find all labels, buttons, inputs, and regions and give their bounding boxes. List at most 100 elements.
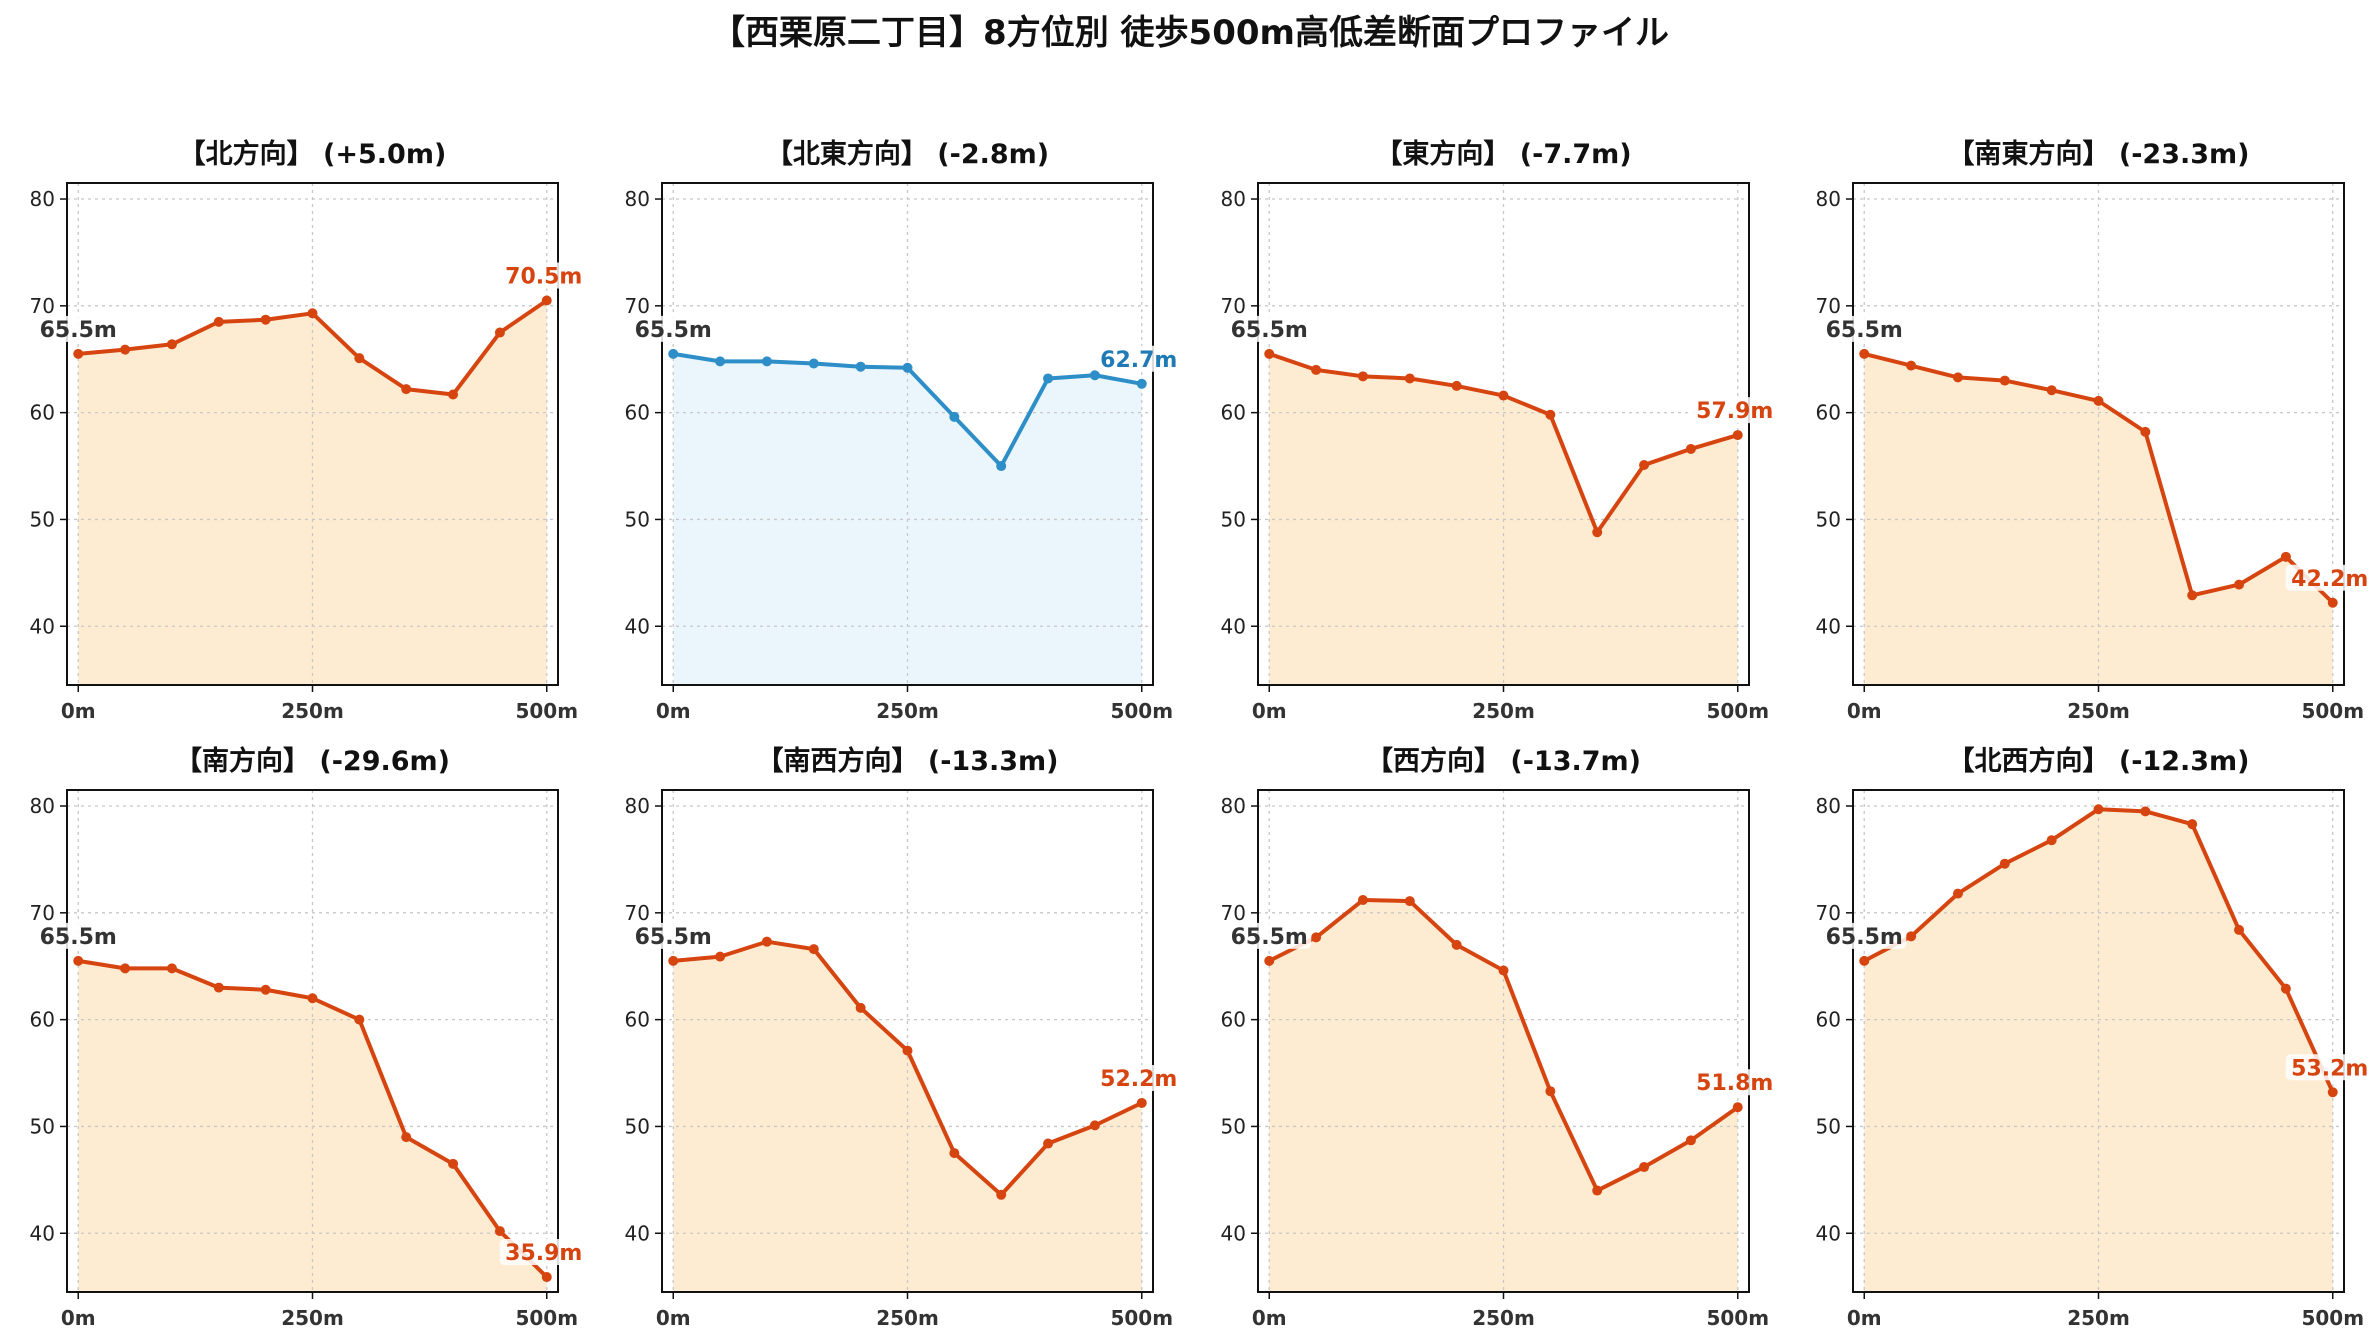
data-point [855, 1002, 866, 1013]
start-label-bg [1822, 922, 1907, 949]
start-label-bg [631, 922, 716, 949]
start-elevation-label: 65.5m [40, 318, 117, 343]
data-point [1404, 896, 1415, 907]
data-point [307, 993, 318, 1004]
data-point [1311, 364, 1322, 375]
ytick-label: 70 [30, 294, 55, 318]
panel-7: 【北西方向】 (-12.3m) 40 50 60 70 80 0m 250m 500m 65.5m… [1816, 745, 2374, 1330]
xtick-label: 500m [515, 1306, 578, 1330]
xtick-label: 500m [1110, 1306, 1173, 1330]
ytick-label: 40 [625, 614, 650, 638]
data-point [1906, 931, 1917, 942]
data-point [949, 1148, 960, 1159]
end-elevation-label: 51.8m [1696, 1071, 1773, 1096]
data-point [354, 1014, 365, 1025]
ytick-label: 60 [1221, 1008, 1246, 1032]
data-point [1264, 955, 1275, 966]
data-point [1089, 370, 1100, 381]
xtick-label: 0m [1252, 1306, 1287, 1330]
end-label-bg [1094, 1064, 1183, 1091]
data-point [2187, 590, 2198, 601]
xtick-label: 250m [281, 1306, 344, 1330]
start-label-bg [631, 315, 716, 342]
xtick-label: 0m [656, 699, 691, 723]
data-point [715, 356, 726, 367]
ytick-label: 70 [625, 901, 650, 925]
ytick-label: 70 [1816, 901, 1841, 925]
ytick-label: 40 [1816, 1221, 1841, 1245]
data-point [902, 362, 913, 373]
ytick-label: 60 [1816, 1008, 1841, 1032]
end-label-bg [1094, 345, 1183, 372]
xtick-label: 0m [1847, 1306, 1882, 1330]
data-point [1089, 1120, 1100, 1131]
data-point [1685, 443, 1696, 454]
end-elevation-label: 53.2m [2291, 1056, 2368, 1081]
start-label-bg [1227, 315, 1312, 342]
data-point [1906, 360, 1917, 371]
xtick-label: 0m [656, 1306, 691, 1330]
data-point [260, 984, 271, 995]
ytick-label: 50 [30, 1114, 55, 1138]
ytick-label: 60 [625, 1008, 650, 1032]
data-point [2187, 819, 2198, 830]
data-point [2046, 385, 2057, 396]
ytick-label: 50 [1816, 1114, 1841, 1138]
data-point [1545, 409, 1556, 420]
start-elevation-label: 65.5m [635, 925, 712, 950]
start-elevation-label: 65.5m [1826, 925, 1903, 950]
ytick-label: 50 [1221, 507, 1246, 531]
ytick-label: 50 [1816, 507, 1841, 531]
ytick-label: 40 [625, 1221, 650, 1245]
panel-4: 【南方向】 (-29.6m) 40 50 60 70 80 0m 250m 500m 65.5m 3… [30, 745, 588, 1330]
ytick-label: 80 [1221, 794, 1246, 818]
ytick-label: 70 [1221, 901, 1246, 925]
end-elevation-label: 57.9m [1696, 399, 1773, 424]
data-point [213, 316, 224, 327]
end-label-bg [2285, 564, 2374, 591]
data-point [448, 389, 459, 400]
ytick-label: 50 [1221, 1114, 1246, 1138]
data-point [1043, 1138, 1054, 1149]
data-point [855, 361, 866, 372]
ytick-label: 70 [1221, 294, 1246, 318]
start-label-bg [1227, 922, 1312, 949]
xtick-label: 250m [1472, 1306, 1535, 1330]
end-label-bg [499, 262, 588, 289]
data-point [1952, 372, 1963, 383]
data-point [541, 295, 552, 306]
panel-title: 【南西方向】 (-13.3m) [756, 745, 1058, 777]
data-point [668, 955, 679, 966]
ytick-label: 80 [30, 187, 55, 211]
ytick-label: 50 [625, 1114, 650, 1138]
data-point [401, 384, 412, 395]
data-point [1404, 373, 1415, 384]
end-label-bg [2285, 1054, 2374, 1081]
xtick-label: 0m [61, 1306, 96, 1330]
data-point [1136, 378, 1147, 389]
data-point [1545, 1086, 1556, 1097]
panel-3: 【南東方向】 (-23.3m) 40 50 60 70 80 0m 250m 500m 65.5m… [1816, 138, 2374, 723]
start-elevation-label: 65.5m [40, 925, 117, 950]
data-point [401, 1132, 412, 1143]
data-point [166, 339, 177, 350]
panel-5: 【南西方向】 (-13.3m) 40 50 60 70 80 0m 250m 500m 65.5m… [625, 745, 1183, 1330]
xtick-label: 500m [1706, 699, 1769, 723]
data-point [2140, 806, 2151, 817]
data-point [494, 1226, 505, 1237]
xtick-label: 250m [876, 699, 939, 723]
data-point [761, 356, 772, 367]
data-point [996, 1189, 1007, 1200]
start-label-bg [36, 922, 121, 949]
panel-title: 【東方向】 (-7.7m) [1375, 138, 1631, 170]
data-point [1685, 1135, 1696, 1146]
data-point [1999, 858, 2010, 869]
data-point [1639, 459, 1650, 470]
data-point [2234, 579, 2245, 590]
end-label-bg [499, 1239, 588, 1266]
data-point [2327, 597, 2338, 608]
end-elevation-label: 42.2m [2291, 567, 2368, 592]
start-elevation-label: 65.5m [1231, 318, 1308, 343]
